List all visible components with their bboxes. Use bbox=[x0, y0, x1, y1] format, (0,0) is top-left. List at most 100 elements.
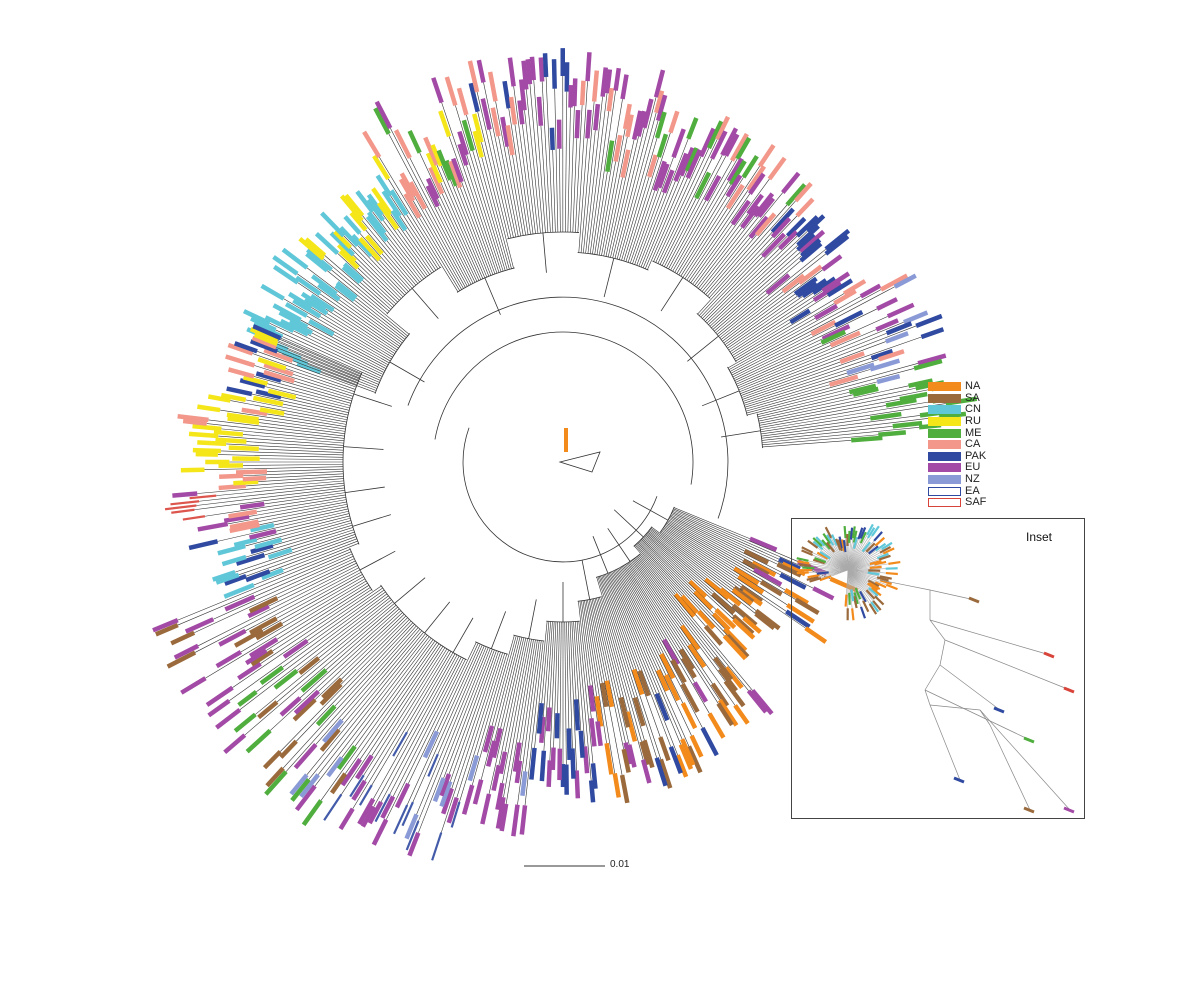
region-legend: NA SA CN RU ME CA PAK EU NZ EA SAF bbox=[928, 381, 1008, 509]
tip-label-bar bbox=[681, 656, 697, 679]
tree-leaf-branch bbox=[661, 529, 806, 629]
tip-label-bar bbox=[422, 730, 440, 759]
tip-label-bar bbox=[263, 348, 294, 363]
tree-leaf-branch bbox=[716, 292, 768, 335]
tip-label-bar bbox=[654, 90, 665, 114]
tree-leaf-branch bbox=[640, 539, 714, 614]
tip-label-bar bbox=[885, 397, 917, 408]
tip-label-bar bbox=[224, 594, 256, 612]
tree-leaf-branch bbox=[702, 256, 763, 319]
tip-label-bar bbox=[499, 803, 509, 832]
legend-swatch bbox=[928, 393, 961, 403]
tree-leaf-branch bbox=[619, 120, 659, 260]
tip-label-bar bbox=[710, 682, 730, 707]
tip-label-bar bbox=[233, 537, 258, 548]
tip-label-bar bbox=[279, 318, 309, 337]
tree-leaf-branch bbox=[678, 196, 728, 276]
tree-leaf-branch bbox=[357, 267, 397, 305]
inset-branch bbox=[879, 579, 931, 591]
tree-leaf-branch bbox=[723, 269, 823, 344]
tip-label-bar bbox=[902, 310, 929, 325]
tree-branch bbox=[613, 509, 644, 538]
tree-leaf-branch bbox=[646, 532, 734, 606]
tree-leaf-branch bbox=[406, 214, 441, 268]
tree-leaf-branch bbox=[636, 192, 665, 266]
tip-label-bar bbox=[482, 725, 495, 753]
tree-leaf-branch bbox=[731, 333, 812, 376]
tip-label-bar bbox=[781, 273, 806, 294]
tree-leaf-branch bbox=[337, 253, 395, 306]
tip-label-bar bbox=[870, 348, 894, 361]
tree-leaf-branch bbox=[437, 645, 485, 755]
tree-leaf-branch bbox=[276, 603, 395, 703]
tip-label-bar bbox=[878, 349, 905, 362]
tip-label-bar bbox=[340, 758, 362, 787]
collapsed-clade bbox=[558, 451, 601, 473]
tree-leaf-branch bbox=[601, 575, 635, 670]
inset-tip bbox=[867, 527, 876, 539]
tree-leaf-branch bbox=[564, 621, 567, 765]
tip-label-bar bbox=[457, 143, 469, 166]
tip-label-bar bbox=[339, 194, 364, 222]
tree-leaf-branch bbox=[299, 608, 400, 699]
tip-label-bar bbox=[300, 291, 327, 311]
tree-leaf-branch bbox=[387, 178, 459, 292]
tree-leaf-branch bbox=[264, 386, 350, 409]
tip-label-bar bbox=[355, 754, 374, 780]
tree-leaf-branch bbox=[412, 200, 464, 289]
tree-leaf-branch bbox=[269, 538, 357, 572]
tip-label-bar bbox=[654, 111, 667, 139]
tip-label-bar bbox=[593, 103, 601, 131]
tip-label-bar bbox=[180, 676, 207, 695]
legend-item-na: NA bbox=[928, 381, 1008, 393]
tree-leaf-branch bbox=[372, 653, 456, 800]
tip-label-bar bbox=[604, 742, 614, 775]
tree-leaf-branch bbox=[194, 558, 355, 634]
tree-leaf-branch bbox=[354, 299, 406, 340]
tip-label-bar bbox=[254, 537, 283, 550]
tree-leaf-branch bbox=[762, 434, 879, 446]
tip-label-bar bbox=[366, 198, 385, 222]
tree-leaf-branch bbox=[406, 652, 454, 733]
tip-label-bar bbox=[251, 335, 278, 350]
tip-label-bar bbox=[336, 243, 357, 263]
tree-leaf-branch bbox=[264, 527, 354, 556]
tip-label-bar bbox=[407, 832, 421, 857]
inset-tip bbox=[819, 575, 832, 582]
legend-item-cn: CN bbox=[928, 404, 1008, 416]
tree-branch bbox=[720, 430, 761, 438]
inset-tip bbox=[850, 589, 855, 602]
tip-label-bar bbox=[401, 801, 414, 827]
inset-branch bbox=[809, 563, 849, 571]
tip-label-bar bbox=[338, 807, 355, 831]
tip-label-bar bbox=[542, 53, 549, 78]
tree-leaf-branch bbox=[664, 525, 735, 569]
tip-label-bar bbox=[272, 264, 299, 285]
tree-leaf-branch bbox=[624, 564, 695, 683]
tree-branch bbox=[581, 560, 591, 600]
tip-label-bar bbox=[314, 232, 340, 255]
inset-branch bbox=[847, 569, 881, 577]
legend-item-ru: RU bbox=[928, 416, 1008, 428]
inset-branch bbox=[847, 540, 875, 571]
tree-leaf-branch bbox=[258, 418, 346, 432]
inset-tip bbox=[865, 589, 876, 600]
tip-label-bar bbox=[725, 174, 743, 198]
tree-leaf-branch bbox=[338, 299, 402, 345]
tree-leaf-branch bbox=[221, 428, 345, 442]
tree-leaf-branch bbox=[617, 568, 662, 655]
tree-leaf-branch bbox=[703, 235, 788, 321]
tip-label-bar bbox=[239, 378, 266, 389]
inset-tip bbox=[870, 587, 882, 597]
inset-branch bbox=[979, 709, 991, 726]
tip-label-bar bbox=[215, 707, 242, 730]
tree-leaf-branch bbox=[253, 376, 352, 404]
inset-branch bbox=[812, 554, 849, 571]
tip-label-bar bbox=[329, 231, 355, 257]
tree-leaf-branch bbox=[740, 325, 917, 394]
tree-leaf-branch bbox=[262, 574, 363, 631]
tree-leaf-branch bbox=[213, 556, 354, 620]
tree-leaf-branch bbox=[593, 598, 626, 743]
tree-leaf-branch bbox=[711, 249, 798, 329]
tree-leaf-branch bbox=[466, 165, 502, 272]
